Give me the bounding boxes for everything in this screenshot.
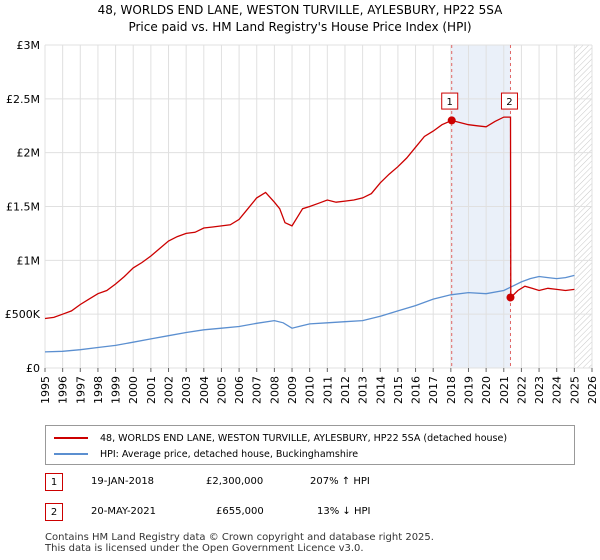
x-tick-label: 1997 [74, 376, 87, 404]
transaction-date: 20-MAY-2021 [91, 506, 157, 517]
x-tick-label: 2020 [480, 376, 493, 404]
x-tick-label: 1995 [39, 376, 52, 404]
transaction-price: £2,300,000 [206, 476, 264, 487]
y-tick-label: £3M [17, 39, 41, 52]
x-tick-label: 2008 [268, 376, 281, 404]
x-tick-label: 2005 [215, 376, 228, 404]
footer-copyright: Contains HM Land Registry data © Crown c… [45, 532, 434, 543]
hpi-line [44, 274, 575, 353]
x-tick-label: 2002 [163, 376, 176, 404]
x-tick-label: 2018 [445, 376, 458, 404]
x-tick-label: 2010 [304, 376, 317, 404]
legend-label-property: 48, WORLDS END LANE, WESTON TURVILLE, AY… [100, 432, 508, 444]
x-tick-label: 2024 [551, 376, 564, 404]
transaction-date: 19-JAN-2018 [91, 476, 155, 487]
price-chart: 48, WORLDS END LANE, WESTON TURVILLE, AY… [5, 3, 599, 404]
x-tick-label: 2011 [321, 376, 334, 404]
x-tick-label: 2019 [462, 376, 475, 404]
sale-point [506, 293, 515, 302]
x-tick-label: 1998 [92, 376, 105, 404]
x-tick-label: 2004 [198, 376, 211, 404]
x-tick-label: 2013 [357, 376, 370, 404]
x-tick-label: 2023 [533, 376, 546, 404]
transaction-hpi-change: 207% ↑ HPI [310, 476, 370, 487]
chart-subtitle: Price paid vs. HM Land Registry's House … [128, 20, 471, 34]
legend: 48, WORLDS END LANE, WESTON TURVILLE, AY… [45, 425, 575, 465]
y-tick-label: £1M [17, 254, 41, 267]
transaction-marker: 1 [45, 473, 63, 491]
y-tick-label: £2M [17, 147, 41, 160]
y-tick-label: £0 [26, 362, 40, 375]
x-tick-label: 2014 [374, 376, 387, 404]
legend-swatch-hpi [54, 453, 88, 455]
x-tick-label: 2026 [586, 376, 599, 404]
x-tick-label: 1996 [57, 376, 70, 404]
x-tick-label: 2003 [180, 376, 193, 404]
sale-marker-label: 2 [506, 97, 512, 108]
x-tick-label: 2006 [233, 376, 246, 404]
sale-marker-label: 1 [447, 97, 453, 108]
footer: Contains HM Land Registry data © Crown c… [45, 532, 434, 554]
legend-item-hpi: HPI: Average price, detached house, Buck… [54, 446, 358, 462]
x-tick-label: 2009 [286, 376, 299, 404]
legend-label-hpi: HPI: Average price, detached house, Buck… [100, 448, 359, 460]
x-tick-label: 2012 [339, 376, 352, 404]
y-tick-label: £1.5M [6, 201, 40, 214]
legend-item-property: 48, WORLDS END LANE, WESTON TURVILLE, AY… [54, 430, 507, 446]
sale-marker-box [500, 92, 518, 110]
property-price-line [44, 116, 575, 320]
sale-marker-box [441, 92, 459, 110]
transaction-marker: 2 [45, 503, 63, 521]
sale-point [447, 116, 456, 125]
x-tick-label: 2015 [392, 376, 405, 404]
x-tick-label: 2017 [427, 376, 440, 404]
transaction-price: £655,000 [216, 506, 264, 517]
chart-title: 48, WORLDS END LANE, WESTON TURVILLE, AY… [98, 3, 503, 17]
x-tick-label: 2001 [145, 376, 158, 404]
x-tick-label: 2000 [127, 376, 140, 404]
x-tick-label: 2025 [568, 376, 581, 404]
x-tick-label: 2016 [410, 376, 423, 404]
legend-swatch-property [54, 437, 88, 439]
transaction-hpi-change: 13% ↓ HPI [317, 506, 371, 517]
x-tick-label: 2022 [515, 376, 528, 404]
footer-licence: This data is licensed under the Open Gov… [45, 543, 364, 554]
y-tick-label: £500K [5, 308, 41, 321]
x-tick-label: 2007 [251, 376, 264, 404]
x-tick-label: 2021 [498, 376, 511, 404]
y-tick-label: £2.5M [6, 93, 40, 106]
x-tick-label: 1999 [110, 376, 123, 404]
